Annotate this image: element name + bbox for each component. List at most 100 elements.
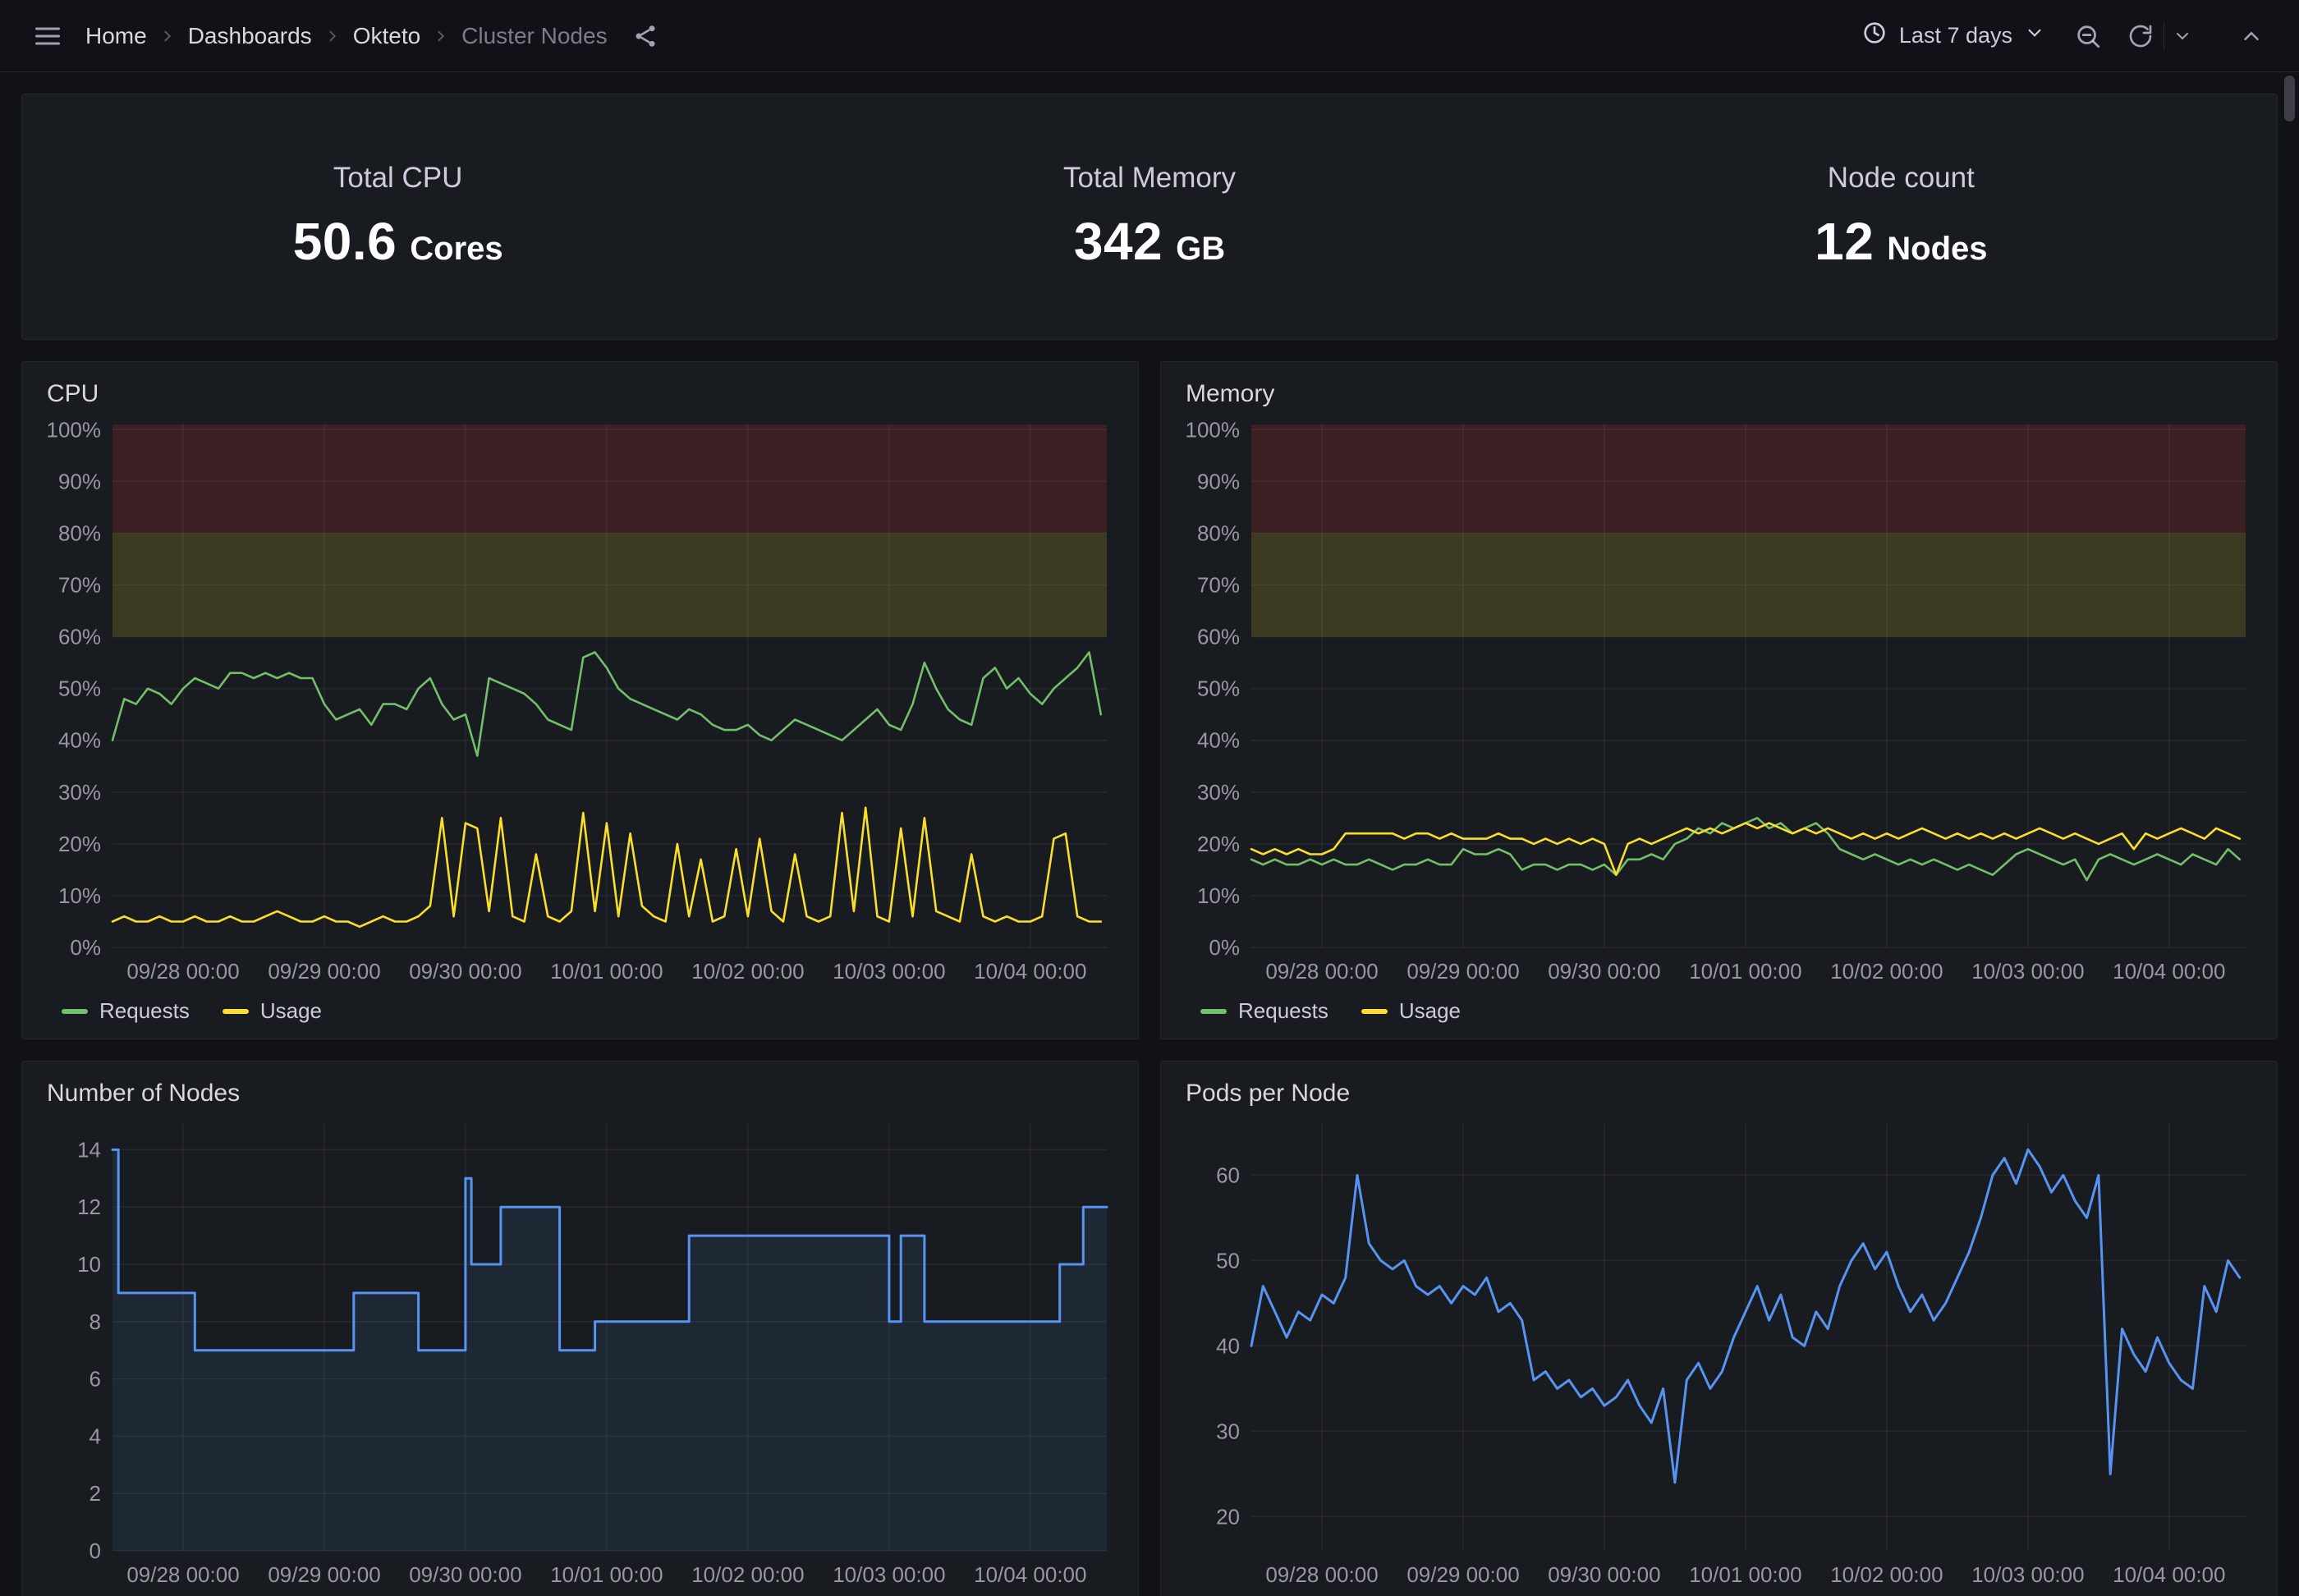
legend-item-requests[interactable]: Requests [62, 998, 190, 1024]
stat-title: Total CPU [333, 162, 463, 195]
panel-number-of-nodes: Number of Nodes 09/28 00:0009/29 00:0009… [21, 1061, 1139, 1596]
svg-text:40%: 40% [1197, 728, 1240, 753]
breadcrumb-home[interactable]: Home [85, 23, 147, 49]
svg-text:40: 40 [1216, 1333, 1240, 1358]
panel-title-cpu[interactable]: CPU [40, 374, 1120, 416]
memory-legend: Requests Usage [1179, 988, 2259, 1025]
stat-node-count: Node count 12 Nodes [1526, 94, 2277, 339]
stat-unit: GB [1176, 231, 1225, 268]
svg-text:09/29 00:00: 09/29 00:00 [1406, 959, 1519, 984]
svg-text:09/29 00:00: 09/29 00:00 [268, 959, 380, 984]
svg-text:20: 20 [1216, 1504, 1240, 1529]
svg-text:09/30 00:00: 09/30 00:00 [1548, 1562, 1660, 1587]
panel-title-pods-per-node[interactable]: Pods per Node [1179, 1073, 2259, 1116]
svg-text:09/28 00:00: 09/28 00:00 [126, 1562, 239, 1587]
svg-text:10%: 10% [58, 883, 101, 908]
svg-text:10/01 00:00: 10/01 00:00 [1689, 1562, 1801, 1587]
svg-text:09/30 00:00: 09/30 00:00 [409, 1562, 521, 1587]
menu-button[interactable] [25, 13, 71, 59]
svg-text:80%: 80% [58, 521, 101, 545]
stat-title: Total Memory [1063, 162, 1236, 195]
panel-title-memory[interactable]: Memory [1179, 374, 2259, 416]
zoom-out-icon [2074, 22, 2102, 50]
pods-per-node-chart[interactable]: 09/28 00:0009/29 00:0009/30 00:0010/01 0… [1179, 1116, 2259, 1592]
legend-item-usage[interactable]: Usage [223, 998, 322, 1024]
legend-swatch [1361, 1009, 1388, 1014]
svg-text:10/03 00:00: 10/03 00:00 [1971, 959, 2084, 984]
panel-cpu: CPU 09/28 00:00 09/29 00:00 09/30 00:00 10/… [21, 361, 1139, 1039]
chevron-right-icon [324, 27, 342, 45]
dashboard-content: Total CPU 50.6 Cores Total Memory 342 GB… [0, 72, 2299, 1596]
svg-text:09/30 00:00: 09/30 00:00 [409, 959, 521, 984]
legend-swatch [1200, 1009, 1227, 1014]
cpu-chart[interactable]: 09/28 00:0009/29 00:0009/30 00:0010/01 0… [40, 416, 1120, 988]
legend-item-usage[interactable]: Usage [1361, 998, 1461, 1024]
svg-text:10/02 00:00: 10/02 00:00 [691, 959, 804, 984]
svg-text:10/02 00:00: 10/02 00:00 [1830, 959, 1943, 984]
svg-text:12: 12 [77, 1195, 101, 1219]
svg-text:14: 14 [77, 1137, 101, 1162]
panel-title-number-of-nodes[interactable]: Number of Nodes [40, 1073, 1120, 1116]
panel-memory: Memory 09/28 00:0009/29 00:0009/30 00:00… [1160, 361, 2278, 1039]
svg-text:10/04 00:00: 10/04 00:00 [2113, 1562, 2225, 1587]
svg-text:30: 30 [1216, 1419, 1240, 1443]
svg-text:70%: 70% [58, 573, 101, 598]
panels-grid: CPU 09/28 00:00 09/29 00:00 09/30 00:00 10/… [21, 361, 2278, 1596]
svg-text:100%: 100% [1186, 417, 1241, 442]
stat-total-cpu: Total CPU 50.6 Cores [22, 94, 773, 339]
svg-text:4: 4 [89, 1424, 101, 1448]
svg-text:30%: 30% [1197, 780, 1240, 805]
legend-label: Requests [1238, 998, 1328, 1024]
stat-unit: Cores [410, 231, 502, 268]
collapse-toolbar-button[interactable] [2228, 13, 2274, 59]
refresh-button[interactable] [2118, 13, 2164, 59]
time-range-picker[interactable]: Last 7 days [1848, 11, 2058, 61]
chevron-right-icon [432, 27, 450, 45]
scrollbar-thumb[interactable] [2284, 76, 2295, 122]
legend-item-requests[interactable]: Requests [1200, 998, 1328, 1024]
chevron-up-icon [2239, 24, 2264, 48]
legend-swatch [62, 1009, 88, 1014]
svg-text:50%: 50% [58, 676, 101, 701]
breadcrumb-okteto[interactable]: Okteto [353, 23, 420, 49]
memory-chart[interactable]: 09/28 00:0009/29 00:0009/30 00:0010/01 0… [1179, 416, 2259, 988]
hamburger-icon [33, 21, 62, 51]
svg-text:09/28 00:00: 09/28 00:00 [126, 959, 239, 984]
share-button[interactable] [622, 13, 668, 59]
breadcrumb-dashboards[interactable]: Dashboards [188, 23, 312, 49]
stat-value: 50.6 Cores [293, 211, 503, 272]
stat-value: 12 Nodes [1815, 211, 1987, 272]
panel-pods-per-node: Pods per Node 09/28 00:0009/29 00:0009/3… [1160, 1061, 2278, 1596]
chevron-down-icon [2173, 26, 2192, 46]
svg-text:09/29 00:00: 09/29 00:00 [1406, 1562, 1519, 1587]
refresh-interval-button[interactable] [2164, 13, 2200, 59]
number-of-nodes-chart[interactable]: 09/28 00:00 09/29 00:00 09/30 00:00 10/01 0… [40, 1116, 1120, 1592]
cpu-legend: Requests Usage [40, 988, 1120, 1025]
stat-title: Node count [1828, 162, 1975, 195]
svg-text:10/01 00:00: 10/01 00:00 [550, 1562, 663, 1587]
svg-text:100%: 100% [47, 417, 102, 442]
stats-panel: Total CPU 50.6 Cores Total Memory 342 GB… [21, 94, 2278, 340]
clock-icon [1861, 20, 1888, 52]
svg-text:20%: 20% [1197, 832, 1240, 856]
legend-label: Requests [99, 998, 190, 1024]
svg-text:20%: 20% [58, 832, 101, 856]
svg-text:60%: 60% [1197, 625, 1240, 649]
legend-label: Usage [260, 998, 322, 1024]
time-range-label: Last 7 days [1899, 23, 2012, 48]
svg-text:8: 8 [89, 1309, 101, 1334]
svg-text:09/30 00:00: 09/30 00:00 [1548, 959, 1660, 984]
svg-text:10/03 00:00: 10/03 00:00 [1971, 1562, 2084, 1587]
svg-text:10/01 00:00: 10/01 00:00 [1689, 959, 1801, 984]
zoom-out-button[interactable] [2065, 13, 2111, 59]
chevron-right-icon [158, 27, 177, 45]
legend-label: Usage [1399, 998, 1461, 1024]
svg-text:09/29 00:00: 09/29 00:00 [268, 1562, 380, 1587]
svg-text:40%: 40% [58, 728, 101, 753]
refresh-icon [2127, 23, 2154, 49]
svg-text:50%: 50% [1197, 676, 1240, 701]
svg-text:10/02 00:00: 10/02 00:00 [691, 1562, 804, 1587]
svg-text:10/03 00:00: 10/03 00:00 [833, 959, 945, 984]
stat-number: 50.6 [293, 211, 397, 272]
breadcrumb: Home Dashboards Okteto Cluster Nodes [85, 23, 608, 49]
